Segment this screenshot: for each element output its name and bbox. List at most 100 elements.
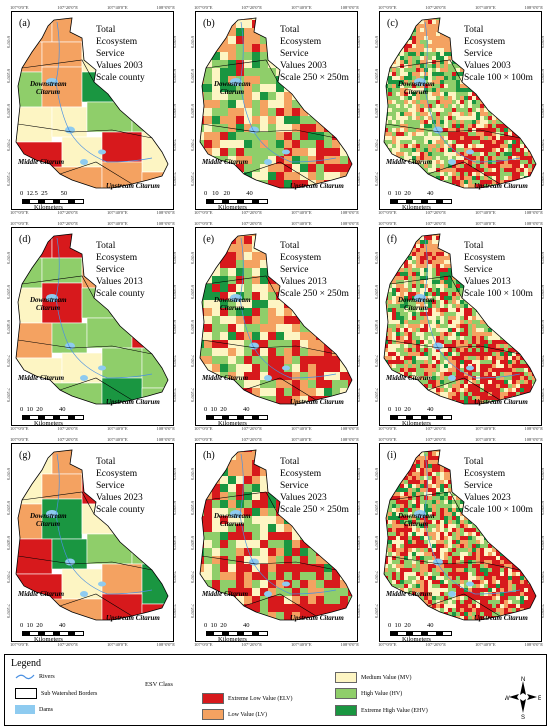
raster-cell: [324, 204, 332, 209]
raster-cell: [416, 92, 420, 96]
raster-cell: [488, 168, 492, 172]
raster-cell: [500, 196, 504, 200]
raster-cell: [276, 372, 284, 380]
raster-cell: [444, 176, 448, 180]
raster-cell: [400, 264, 404, 268]
raster-cell: [492, 140, 496, 144]
raster-cell: [500, 104, 504, 108]
raster-cell: [416, 20, 420, 24]
raster-cell: [292, 332, 300, 340]
raster-cell: [420, 276, 424, 280]
raster-cell: [476, 208, 480, 209]
raster-cell: [400, 104, 404, 108]
raster-cell: [424, 136, 428, 140]
coord-label: 6°0'0"S: [6, 252, 11, 265]
coord-label: 6°20'0"S: [356, 68, 361, 84]
raster-cell: [436, 336, 440, 340]
raster-cell: [392, 36, 396, 40]
coord-label: 6°0'0"S: [540, 252, 545, 265]
raster-cell: [472, 340, 476, 344]
raster-cell: [348, 332, 352, 340]
raster-cell: [420, 56, 424, 60]
raster-cell: [392, 252, 396, 256]
raster-cell: [412, 36, 416, 40]
raster-cell: [396, 44, 400, 48]
raster-cell: [404, 328, 408, 332]
scale-bar: 0 10 20 40 Kilometers: [204, 406, 274, 425]
raster-cell: [536, 240, 540, 244]
raster-cell: [220, 372, 228, 380]
coord-label: 107°20'0"E: [57, 426, 79, 431]
raster-cell: [524, 136, 528, 140]
raster-cell: [424, 328, 428, 332]
raster-cell: [292, 204, 300, 209]
raster-cell: [404, 36, 408, 40]
raster-cell: [276, 332, 284, 340]
raster-cell: [456, 256, 460, 260]
raster-cell: [456, 340, 460, 344]
raster-cell: [300, 388, 308, 396]
raster-cell: [444, 52, 448, 56]
raster-cell: [396, 256, 400, 260]
raster-cell: [356, 172, 357, 180]
raster-cell: [536, 260, 540, 264]
raster-cell: [308, 100, 316, 108]
raster-cell: [508, 92, 512, 96]
raster-cell: [332, 380, 340, 388]
raster-cell: [440, 312, 444, 316]
raster-cell: [468, 156, 472, 160]
raster-cell: [448, 96, 452, 100]
raster-cell: [468, 324, 472, 328]
raster-cell: [220, 396, 228, 404]
raster-cell: [332, 204, 340, 209]
raster-cell: [444, 260, 448, 264]
raster-cell: [212, 76, 220, 84]
raster-cell: [412, 252, 416, 256]
raster-cell: [432, 180, 436, 184]
raster-cell: [436, 52, 440, 56]
raster-cell: [392, 152, 396, 156]
raster-cell: [396, 336, 400, 340]
raster-cell: [392, 116, 396, 120]
raster-cell: [436, 140, 440, 144]
subwatershed-border: [59, 377, 133, 401]
raster-cell: [400, 148, 404, 152]
raster-cell: [424, 72, 428, 76]
raster-cell: [484, 180, 488, 184]
raster-cell: [488, 164, 492, 168]
raster-cell: [244, 340, 252, 348]
raster-cell: [404, 20, 408, 24]
raster-cell: [428, 100, 432, 104]
raster-cell: [440, 308, 444, 312]
raster-cell: [488, 136, 492, 140]
raster-cell: [380, 240, 384, 244]
raster-cell: [404, 348, 408, 352]
raster-cell: [452, 324, 456, 328]
region-label-middle: Middle Citarum: [386, 158, 433, 166]
raster-cell: [404, 272, 408, 276]
raster-cell: [356, 340, 357, 348]
raster-cell: [436, 36, 440, 40]
coord-label: 7°20'0"S: [356, 387, 361, 402]
raster-cell: [456, 92, 460, 96]
raster-cell: [384, 60, 388, 64]
raster-cell: [324, 108, 332, 116]
raster-cell: [436, 280, 440, 284]
raster-cell: [292, 340, 300, 348]
raster-cell: [260, 380, 268, 388]
raster-cell: [476, 144, 480, 148]
raster-cell: [400, 152, 404, 156]
raster-cell: [284, 108, 292, 116]
raster-cell: [212, 308, 220, 316]
raster-cell: [536, 44, 540, 48]
raster-cell: [316, 148, 324, 156]
raster-cell: [380, 64, 384, 68]
raster-cell: [468, 228, 472, 232]
raster-cell: [396, 304, 400, 308]
raster-cell: [420, 344, 424, 348]
raster-cell: [512, 316, 516, 320]
raster-cell: [452, 156, 456, 160]
raster-cell: [292, 196, 300, 204]
raster-cell: [468, 124, 472, 128]
raster-cell: [416, 124, 420, 128]
